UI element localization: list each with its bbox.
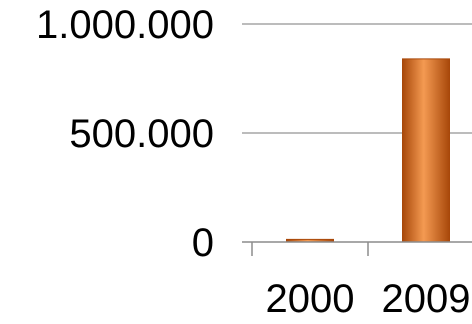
y-tick-label-2: 1.000.000 [36, 3, 214, 47]
bars [286, 58, 450, 243]
x-tick-label-2009: 2009 [382, 277, 471, 321]
y-tick-label-0: 0 [192, 221, 214, 265]
y-tick-label-1: 500.000 [69, 112, 214, 156]
x-axis-tick-labels: 2000 2009 [266, 277, 471, 321]
bar-2009 [402, 58, 450, 243]
x-tick-label-2000: 2000 [266, 277, 355, 321]
y-axis-tick-labels: 0 500.000 1.000.000 [36, 3, 214, 265]
x-axis-ticks [251, 242, 369, 256]
